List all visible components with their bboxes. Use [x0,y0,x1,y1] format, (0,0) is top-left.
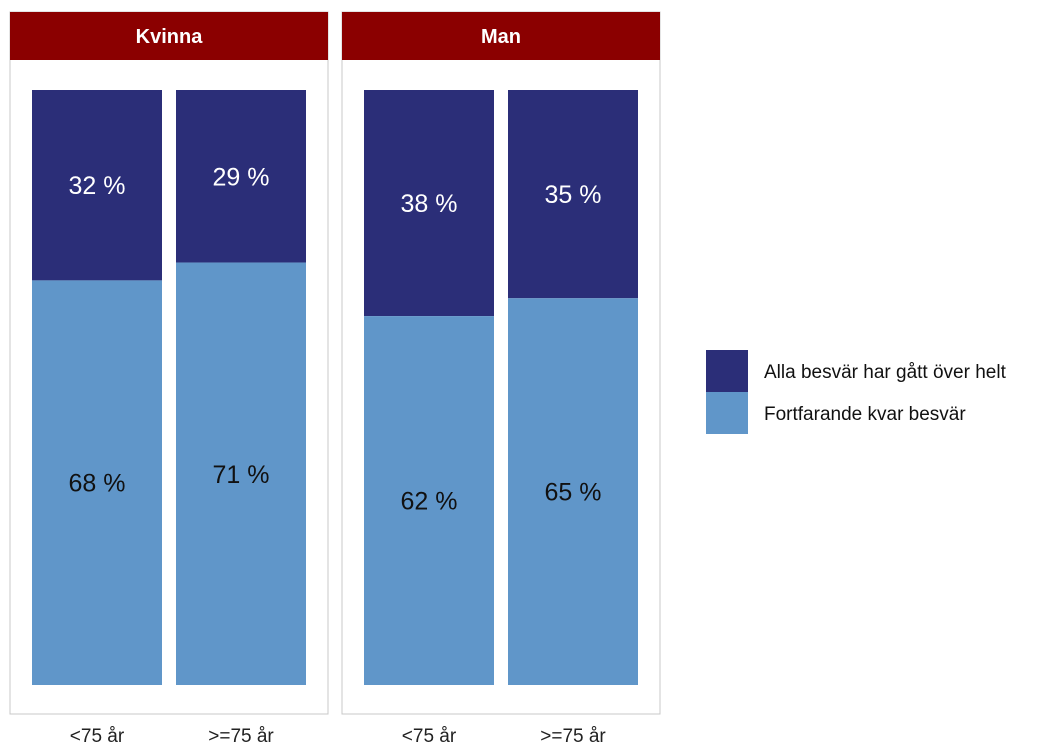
facet-panel-man: Man 38 % 62 % <75 år 35 % 65 % >=75 år [341,11,661,746]
bar-data-label: 68 % [69,470,126,498]
legend-label: Fortfarande kvar besvär [764,404,966,425]
x-tick-label: <75 år [70,726,125,746]
x-tick-label: >=75 år [208,726,274,746]
x-tick-label: >=75 år [540,726,606,746]
bar-data-label: 71 % [213,461,270,489]
x-tick-label: <75 år [402,726,457,746]
legend-label: Alla besvär har gått över helt [764,362,1007,383]
legend-swatch [706,392,748,434]
bar-data-label: 35 % [545,181,602,209]
bar-segment [364,90,494,317]
bar-data-label: 65 % [545,479,602,507]
bar-data-label: 32 % [69,172,126,200]
bar-segment [176,90,306,263]
bar-segment [32,280,162,685]
panel-title: Kvinna [136,26,204,48]
panel-header [10,12,328,60]
legend: Alla besvär har gått över helt Fortfarand… [706,350,1007,434]
panel-title: Man [481,26,521,48]
bar-segment [508,298,638,685]
bar-segment [364,316,494,685]
bar-data-label: 29 % [213,163,270,191]
bar-segment [508,90,638,299]
bar-segment [176,262,306,685]
panel-header [342,12,660,60]
legend-swatch [706,350,748,392]
bar-data-label: 38 % [401,190,458,218]
bar-segment [32,90,162,281]
facet-panel-kvinna: Kvinna 32 % 68 % <75 år 29 % 71 % >=75 år [9,11,329,746]
bar-data-label: 62 % [401,488,458,516]
